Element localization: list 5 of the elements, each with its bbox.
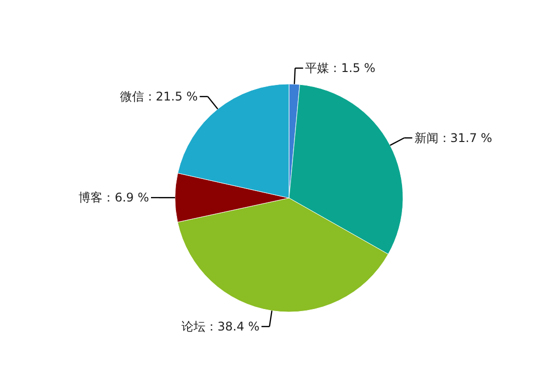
slice-label: 博客：6.9 % [78, 190, 149, 205]
slice-label: 论坛：38.4 % [182, 320, 260, 334]
slice-label: 微信：21.5 % [120, 90, 198, 104]
slice-label: 新闻：31.7 % [414, 130, 492, 145]
slice-label: 平媒：1.5 % [305, 61, 376, 76]
